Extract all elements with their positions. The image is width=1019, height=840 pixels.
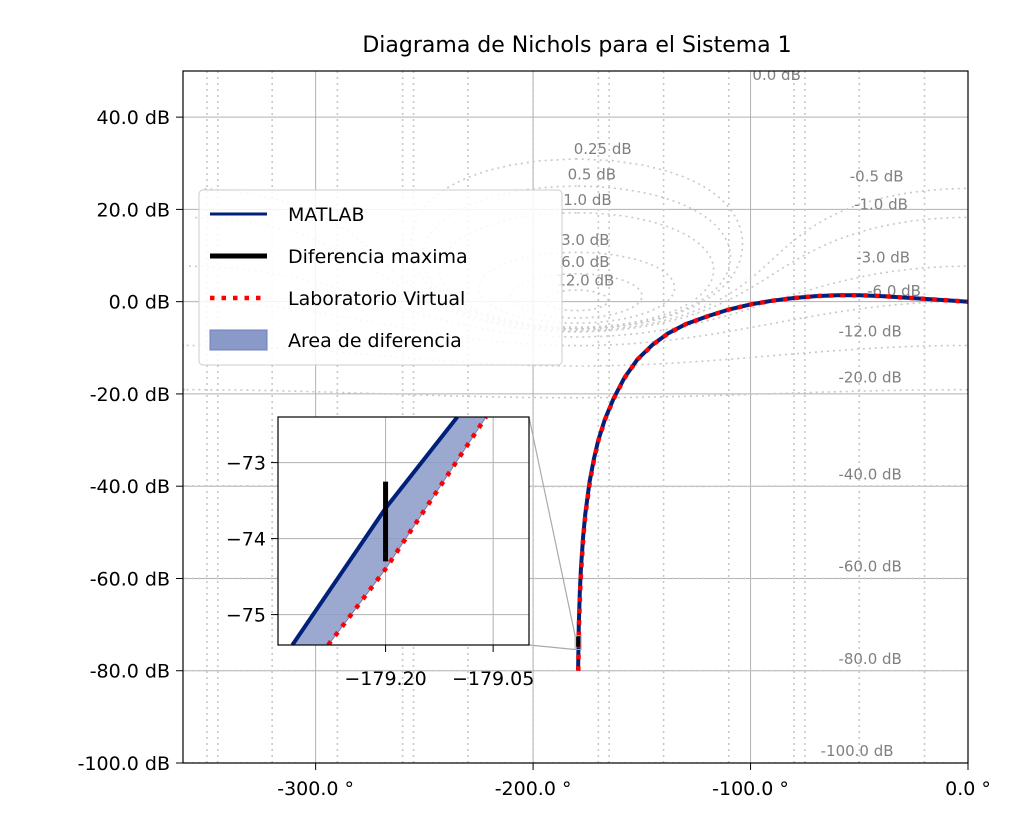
x-tick-label: -300.0 ° — [277, 778, 354, 800]
y-tick-label: -20.0 dB — [90, 384, 170, 406]
contour-label: 0.0 dB — [752, 66, 800, 84]
nichols-contours: 0.0 dB 0.25 dB 0.5 dB 1.0 dB 3.0 dB 6.0 dB12.… — [183, 66, 968, 763]
m-contour-line — [183, 216, 186, 219]
m-contour-line — [422, 185, 732, 330]
inset-frame — [277, 416, 530, 646]
x-tick-label: -100.0 ° — [712, 778, 789, 800]
x-tick-label: 0.0 ° — [945, 778, 991, 800]
contour-label: -100.0 dB — [821, 742, 894, 760]
contour-label: 12.0 dB — [556, 272, 614, 290]
y-tick-label: 20.0 dB — [97, 199, 170, 221]
matlab-series-line — [576, 293, 969, 671]
y-tick-label: -60.0 dB — [90, 568, 170, 590]
legend: MATLAB Diferencia maxima Laboratorio Virtu… — [198, 189, 563, 366]
inset-x-tick-label: −179.05 — [452, 668, 534, 690]
inset-plot-area — [278, 417, 529, 645]
contour-label: 0.5 dB — [568, 165, 616, 183]
inset-zoom: −179.20 −179.05 −73 −74 −75 — [226, 416, 534, 690]
contour-label: -20.0 dB — [838, 368, 901, 386]
legend-label: Area de diferencia — [288, 330, 462, 352]
connector-line — [528, 416, 576, 636]
legend-swatch-3 — [209, 329, 268, 351]
inset-y-tick-label: −74 — [226, 529, 266, 551]
connector-line — [528, 644, 576, 651]
zoom-region-box — [574, 635, 582, 651]
m-contour-line — [186, 388, 968, 399]
y-tick-label: -100.0 dB — [78, 753, 170, 775]
inset-virtual-line — [326, 417, 488, 645]
m-contour-line — [183, 344, 186, 347]
m-contour-line — [544, 289, 609, 312]
chart-title: Diagrama de Nichols para el Sistema 1 — [362, 33, 791, 58]
contour-label: -0.5 dB — [850, 168, 904, 186]
y-tick-label: -40.0 dB — [90, 476, 170, 498]
inset-y-tick-label: −73 — [226, 453, 266, 475]
legend-label: Laboratorio Virtual — [288, 288, 465, 310]
contour-label: 3.0 dB — [561, 231, 609, 249]
axis-ticks: -300.0 ° -200.0 ° -100.0 ° 0.0 ° 40.0 dB 20.0… — [78, 107, 991, 800]
legend-label: Diferencia maxima — [288, 246, 468, 268]
contour-label: -12.0 dB — [838, 322, 901, 340]
inset-y-tick-label: −75 — [226, 605, 266, 627]
contour-label: -3.0 dB — [856, 248, 910, 266]
m-contour-line — [438, 212, 715, 328]
contour-label: -80.0 dB — [838, 650, 901, 668]
m-contour-line — [204, 187, 968, 332]
legend-box — [198, 189, 563, 366]
contour-label: 0.25 dB — [574, 140, 632, 158]
x-tick-label: -200.0 ° — [495, 778, 572, 800]
contour-label: -1.0 dB — [854, 195, 908, 213]
virtual-series-line — [576, 292, 969, 671]
legend-label: MATLAB — [288, 204, 365, 226]
inset-connectors — [528, 416, 582, 651]
contour-label: 6.0 dB — [561, 253, 609, 271]
contour-label: -60.0 dB — [838, 558, 901, 576]
inset-x-tick-label: −179.20 — [344, 668, 426, 690]
y-tick-label: 40.0 dB — [97, 107, 170, 129]
m-contour-line — [186, 485, 968, 488]
contour-label: 1.0 dB — [563, 191, 611, 209]
m-contour-line — [186, 344, 968, 367]
y-tick-label: -80.0 dB — [90, 661, 170, 683]
series — [576, 292, 969, 671]
m-contour-line — [188, 265, 968, 338]
plot-frame — [182, 70, 969, 764]
y-tick-label: 0.0 dB — [109, 292, 170, 314]
contour-label: -40.0 dB — [838, 465, 901, 483]
